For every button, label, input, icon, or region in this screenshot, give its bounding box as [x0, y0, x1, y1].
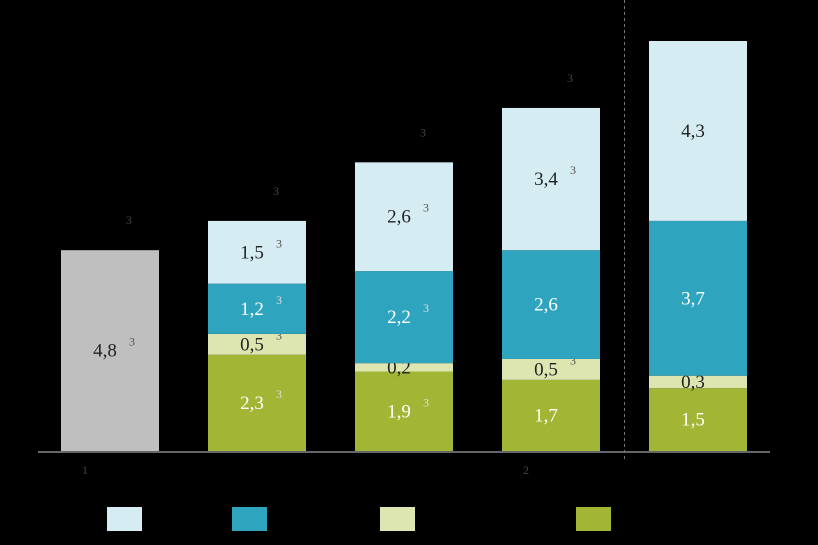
data-label: 0,5 — [534, 359, 558, 380]
bar-segment — [649, 41, 747, 221]
data-label-note: 3 — [423, 301, 429, 315]
data-label: 1,2 — [240, 299, 264, 320]
bar-segment — [355, 371, 453, 451]
data-label: 2,6 — [534, 295, 558, 316]
bar-segment — [502, 107, 600, 251]
bar-segment — [649, 220, 747, 376]
bar-segment — [208, 220, 306, 284]
bar-segment — [61, 250, 159, 451]
data-label: 1,9 — [387, 401, 411, 422]
legend-swatch — [232, 507, 267, 531]
data-label-note: 3 — [129, 335, 135, 349]
data-label: 0,3 — [681, 372, 705, 393]
data-label-note: 3 — [423, 201, 429, 215]
data-label: 2,2 — [387, 307, 411, 328]
bar-segment — [502, 250, 600, 359]
data-label-note: 3 — [570, 353, 576, 367]
data-label-note: 3 — [423, 395, 429, 409]
total-note: 3 — [273, 184, 279, 198]
total-note: 3 — [420, 125, 426, 139]
data-label-note: 3 — [276, 387, 282, 401]
data-label: 0,5 — [240, 334, 264, 355]
data-label: 3,7 — [681, 288, 705, 309]
data-label: 4,8 — [93, 341, 117, 362]
bar-segment — [649, 388, 747, 451]
data-label-note: 3 — [570, 163, 576, 177]
data-label: 1,7 — [534, 405, 558, 426]
category-note: 1 — [82, 463, 88, 477]
data-label: 1,5 — [240, 242, 264, 263]
data-label: 4,3 — [681, 121, 705, 142]
bar-segment — [208, 283, 306, 334]
data-label-note: 3 — [276, 328, 282, 342]
bar-segment — [208, 354, 306, 451]
data-label-note: 3 — [276, 236, 282, 250]
legend-swatch — [107, 507, 142, 531]
bar-segment — [208, 333, 306, 355]
legend-swatch — [576, 507, 611, 531]
bar-segment — [355, 271, 453, 364]
bar-segment — [502, 379, 600, 451]
bar-segment — [355, 162, 453, 272]
bar-segment — [355, 363, 453, 372]
bar-segment — [502, 358, 600, 380]
total-note: 3 — [567, 71, 573, 85]
data-label: 2,3 — [240, 393, 264, 414]
data-label: 1,5 — [681, 410, 705, 431]
category-note: 2 — [523, 463, 529, 477]
data-label: 2,6 — [387, 207, 411, 228]
data-label: 3,4 — [534, 169, 558, 190]
total-note: 3 — [126, 213, 132, 227]
data-label-note: 3 — [276, 293, 282, 307]
bar-segment — [649, 375, 747, 389]
legend-swatch — [380, 507, 415, 531]
